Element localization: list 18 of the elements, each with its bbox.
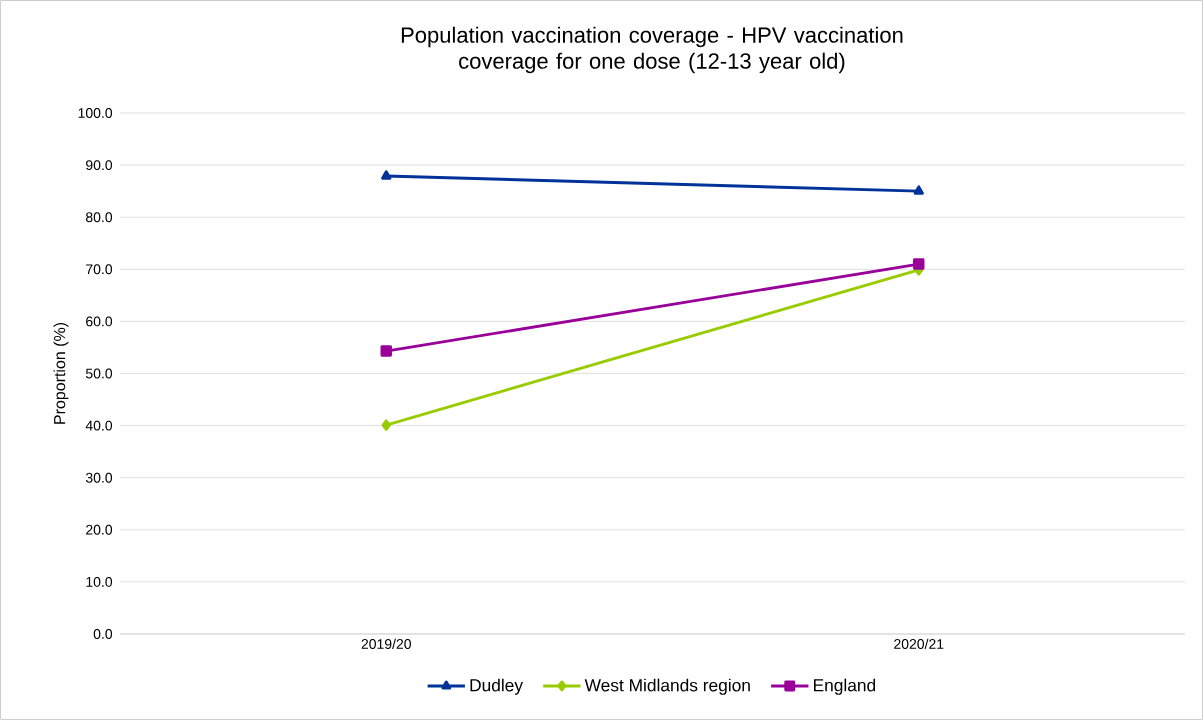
y-tick-label: 20.0 <box>86 524 113 535</box>
y-tick-label: 0.0 <box>93 629 113 639</box>
legend-label: England <box>814 678 876 695</box>
legend-label: West Midlands region <box>584 678 750 695</box>
chart-title: Population vaccination coverage - HPV vaccination coverage for one dose (12-13 year old) <box>401 26 903 74</box>
y-tick-label: 40.0 <box>85 420 113 431</box>
y-tick-label: 10.0 <box>86 576 113 587</box>
y-tick-label: 100.0 <box>78 108 113 118</box>
y-axis-title: Proportion (%) <box>53 322 69 424</box>
y-tick-label: 30.0 <box>85 472 113 483</box>
y-tick-label: 50.0 <box>85 368 113 379</box>
y-tick-label: 90.0 <box>86 160 113 171</box>
y-tick-label: 80.0 <box>85 212 113 223</box>
y-tick-label: 60.0 <box>86 316 113 327</box>
y-tick-label: 70.0 <box>86 264 113 275</box>
legend-label: Dudley <box>470 678 523 695</box>
x-tick-label: 2020/21 <box>894 638 944 649</box>
x-tick-label: 2019/20 <box>361 638 411 649</box>
